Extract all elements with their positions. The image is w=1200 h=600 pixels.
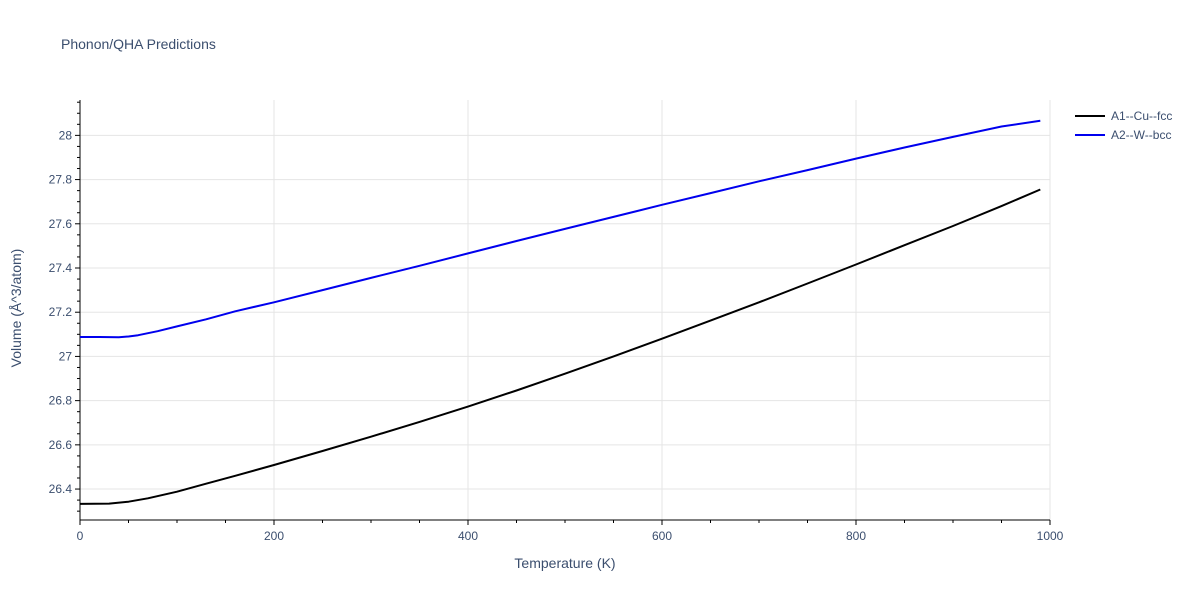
y-tick-label: 27.6 (49, 217, 73, 231)
y-tick-label: 26.8 (49, 394, 73, 408)
legend-label-cu: A1--Cu--fcc (1111, 108, 1173, 123)
legend-label-w: A2--W--bcc (1111, 127, 1172, 142)
x-axis-title: Temperature (K) (514, 555, 615, 571)
y-tick-label: 26.4 (49, 482, 73, 496)
series-line-1 (80, 119, 1041, 339)
x-tick-label: 800 (846, 529, 866, 543)
y-tick-label: 27 (59, 349, 73, 363)
series-line-0 (79, 188, 1041, 505)
x-tick-label: 0 (77, 529, 84, 543)
y-tick-label: 28 (59, 128, 73, 142)
legend: A1--Cu--fcc A2--W--bcc (1075, 106, 1172, 144)
y-tick-label: 27.2 (49, 305, 73, 319)
x-tick-label: 1000 (1037, 529, 1064, 543)
y-tick-label: 27.4 (49, 261, 73, 275)
legend-swatch-cu (1075, 114, 1105, 117)
x-tick-label: 400 (458, 529, 478, 543)
y-tick-label: 27.8 (49, 173, 73, 187)
chart-title: Phonon/QHA Predictions (61, 36, 216, 52)
legend-swatch-w (1075, 133, 1105, 136)
x-tick-label: 600 (652, 529, 672, 543)
legend-item-cu[interactable]: A1--Cu--fcc (1075, 106, 1172, 125)
legend-item-w[interactable]: A2--W--bcc (1075, 125, 1172, 144)
y-axis-title: Volume (Å^3/atom) (8, 249, 24, 368)
y-tick-label: 26.6 (49, 438, 73, 452)
x-tick-label: 200 (264, 529, 284, 543)
